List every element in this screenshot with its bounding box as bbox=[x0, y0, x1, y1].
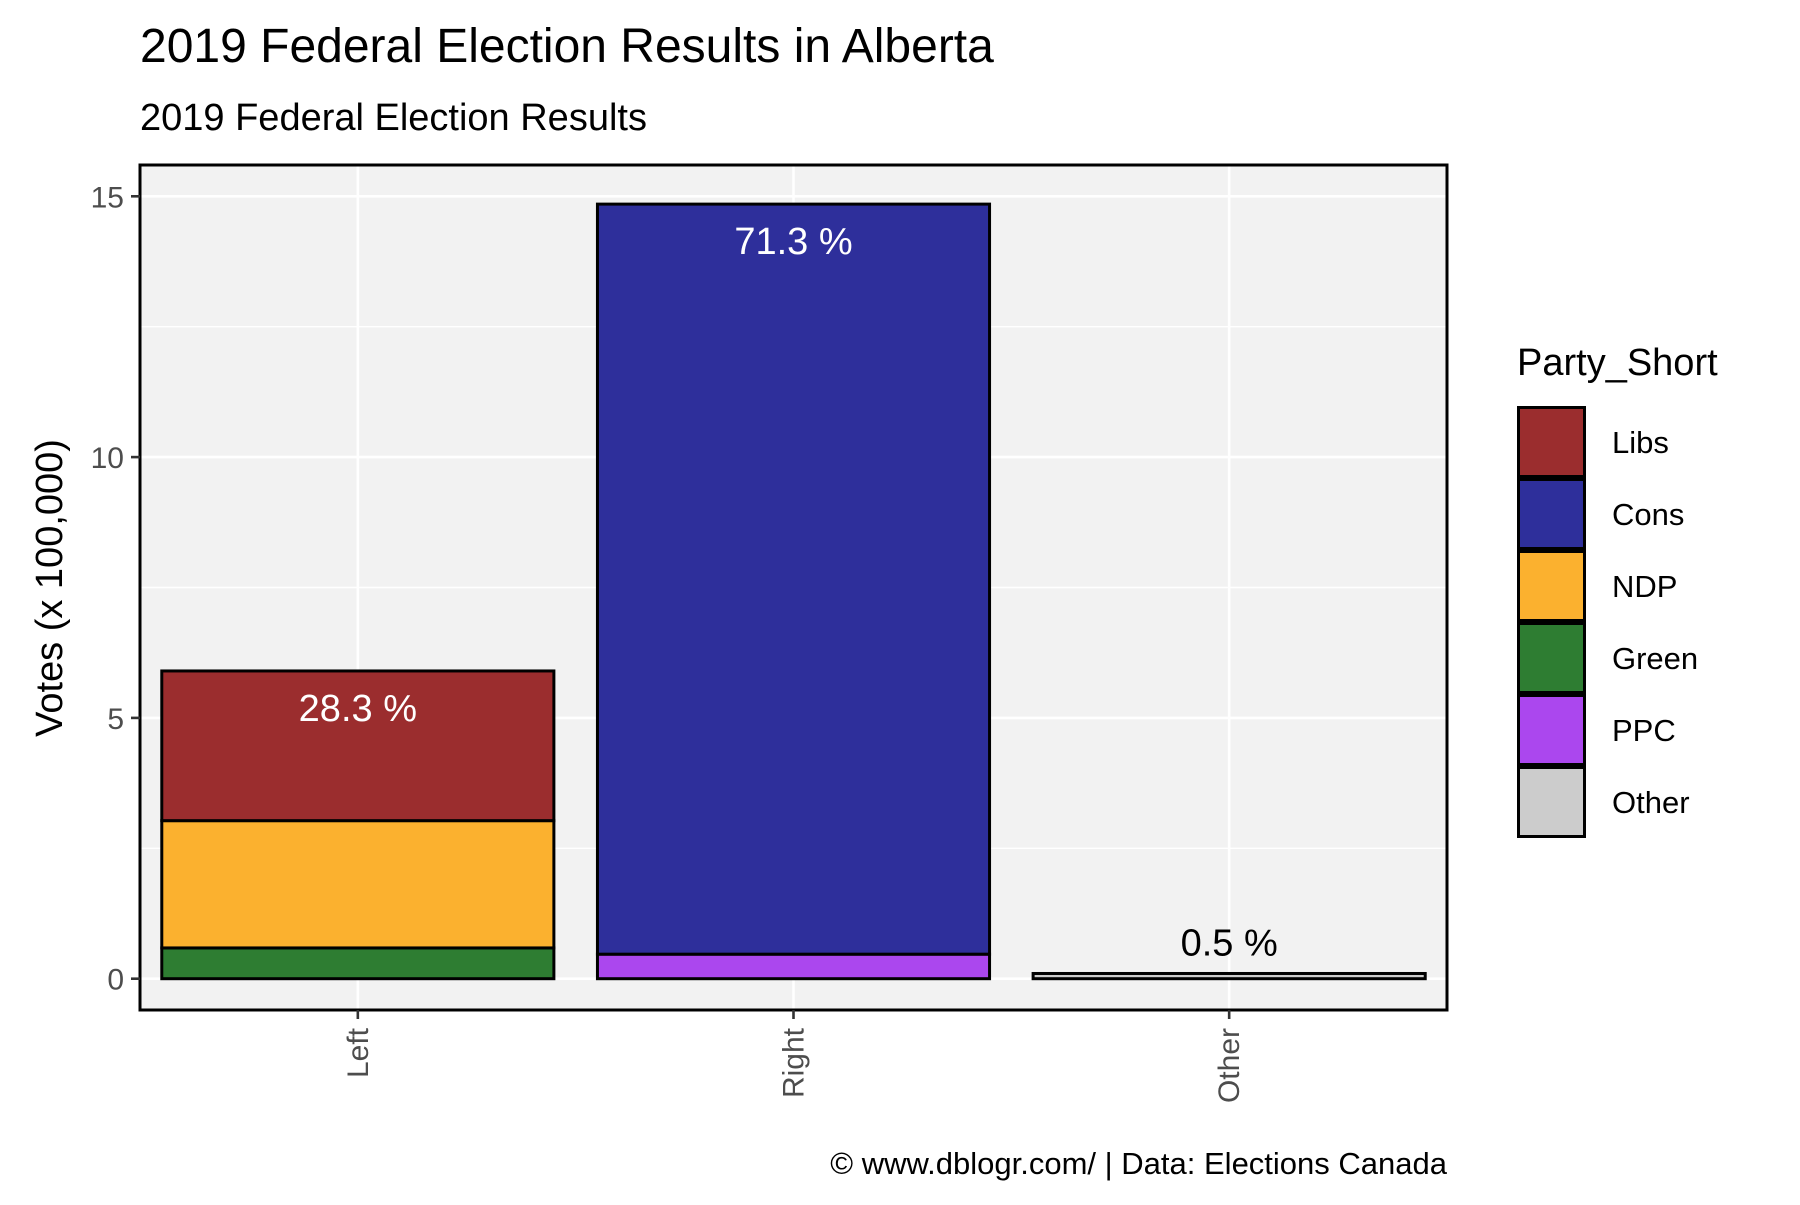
legend-swatch-green bbox=[1517, 622, 1586, 694]
y-tick-label: 0 bbox=[107, 964, 124, 997]
legend-swatch-other bbox=[1517, 766, 1586, 838]
bar-label-left: 28.3 % bbox=[299, 688, 417, 730]
x-tick-label-other: Other bbox=[1213, 1028, 1246, 1103]
legend-label-other: Other bbox=[1612, 785, 1690, 820]
legend-label-ndp: NDP bbox=[1612, 569, 1677, 604]
y-tick-label: 10 bbox=[91, 442, 124, 475]
caption: © www.dblogr.com/ | Data: Elections Cana… bbox=[830, 1146, 1448, 1181]
legend-label-libs: Libs bbox=[1612, 425, 1669, 460]
legend-label-ppc: PPC bbox=[1612, 713, 1676, 748]
bar-right-cons bbox=[595, 202, 992, 956]
legend-swatch-libs bbox=[1517, 406, 1586, 478]
bar-left-green bbox=[160, 946, 556, 981]
legend: Libs Cons NDP Green PPC Other bbox=[1517, 406, 1698, 838]
legend-label-green: Green bbox=[1612, 641, 1698, 676]
y-axis-title: Votes (x 100,000) bbox=[29, 439, 71, 737]
x-tick-label-right: Right bbox=[778, 1027, 811, 1098]
y-tick-label: 5 bbox=[107, 703, 124, 736]
legend-swatch-ndp bbox=[1517, 550, 1586, 622]
bar-left-libs bbox=[160, 669, 556, 823]
bar-left-ndp bbox=[160, 819, 556, 950]
chart-subtitle: 2019 Federal Election Results bbox=[140, 97, 647, 139]
chart-title: 2019 Federal Election Results in Alberta bbox=[140, 20, 994, 73]
legend-label-cons: Cons bbox=[1612, 497, 1684, 532]
bar-right-ppc bbox=[595, 952, 992, 981]
legend-title: Party_Short bbox=[1517, 342, 1718, 384]
bar-label-other: 0.5 % bbox=[1181, 922, 1278, 964]
bar-label-right: 71.3 % bbox=[734, 221, 852, 263]
x-tick-label-left: Left bbox=[342, 1027, 375, 1078]
y-tick-label: 15 bbox=[91, 181, 124, 214]
legend-swatch-ppc bbox=[1517, 694, 1586, 766]
bar-other-other bbox=[1031, 971, 1427, 981]
legend-swatch-cons bbox=[1517, 478, 1586, 550]
plot-area: 28.3 % 71.3 % 0.5 % 0 5 10 15 Left Right Other bbox=[91, 163, 1449, 1103]
